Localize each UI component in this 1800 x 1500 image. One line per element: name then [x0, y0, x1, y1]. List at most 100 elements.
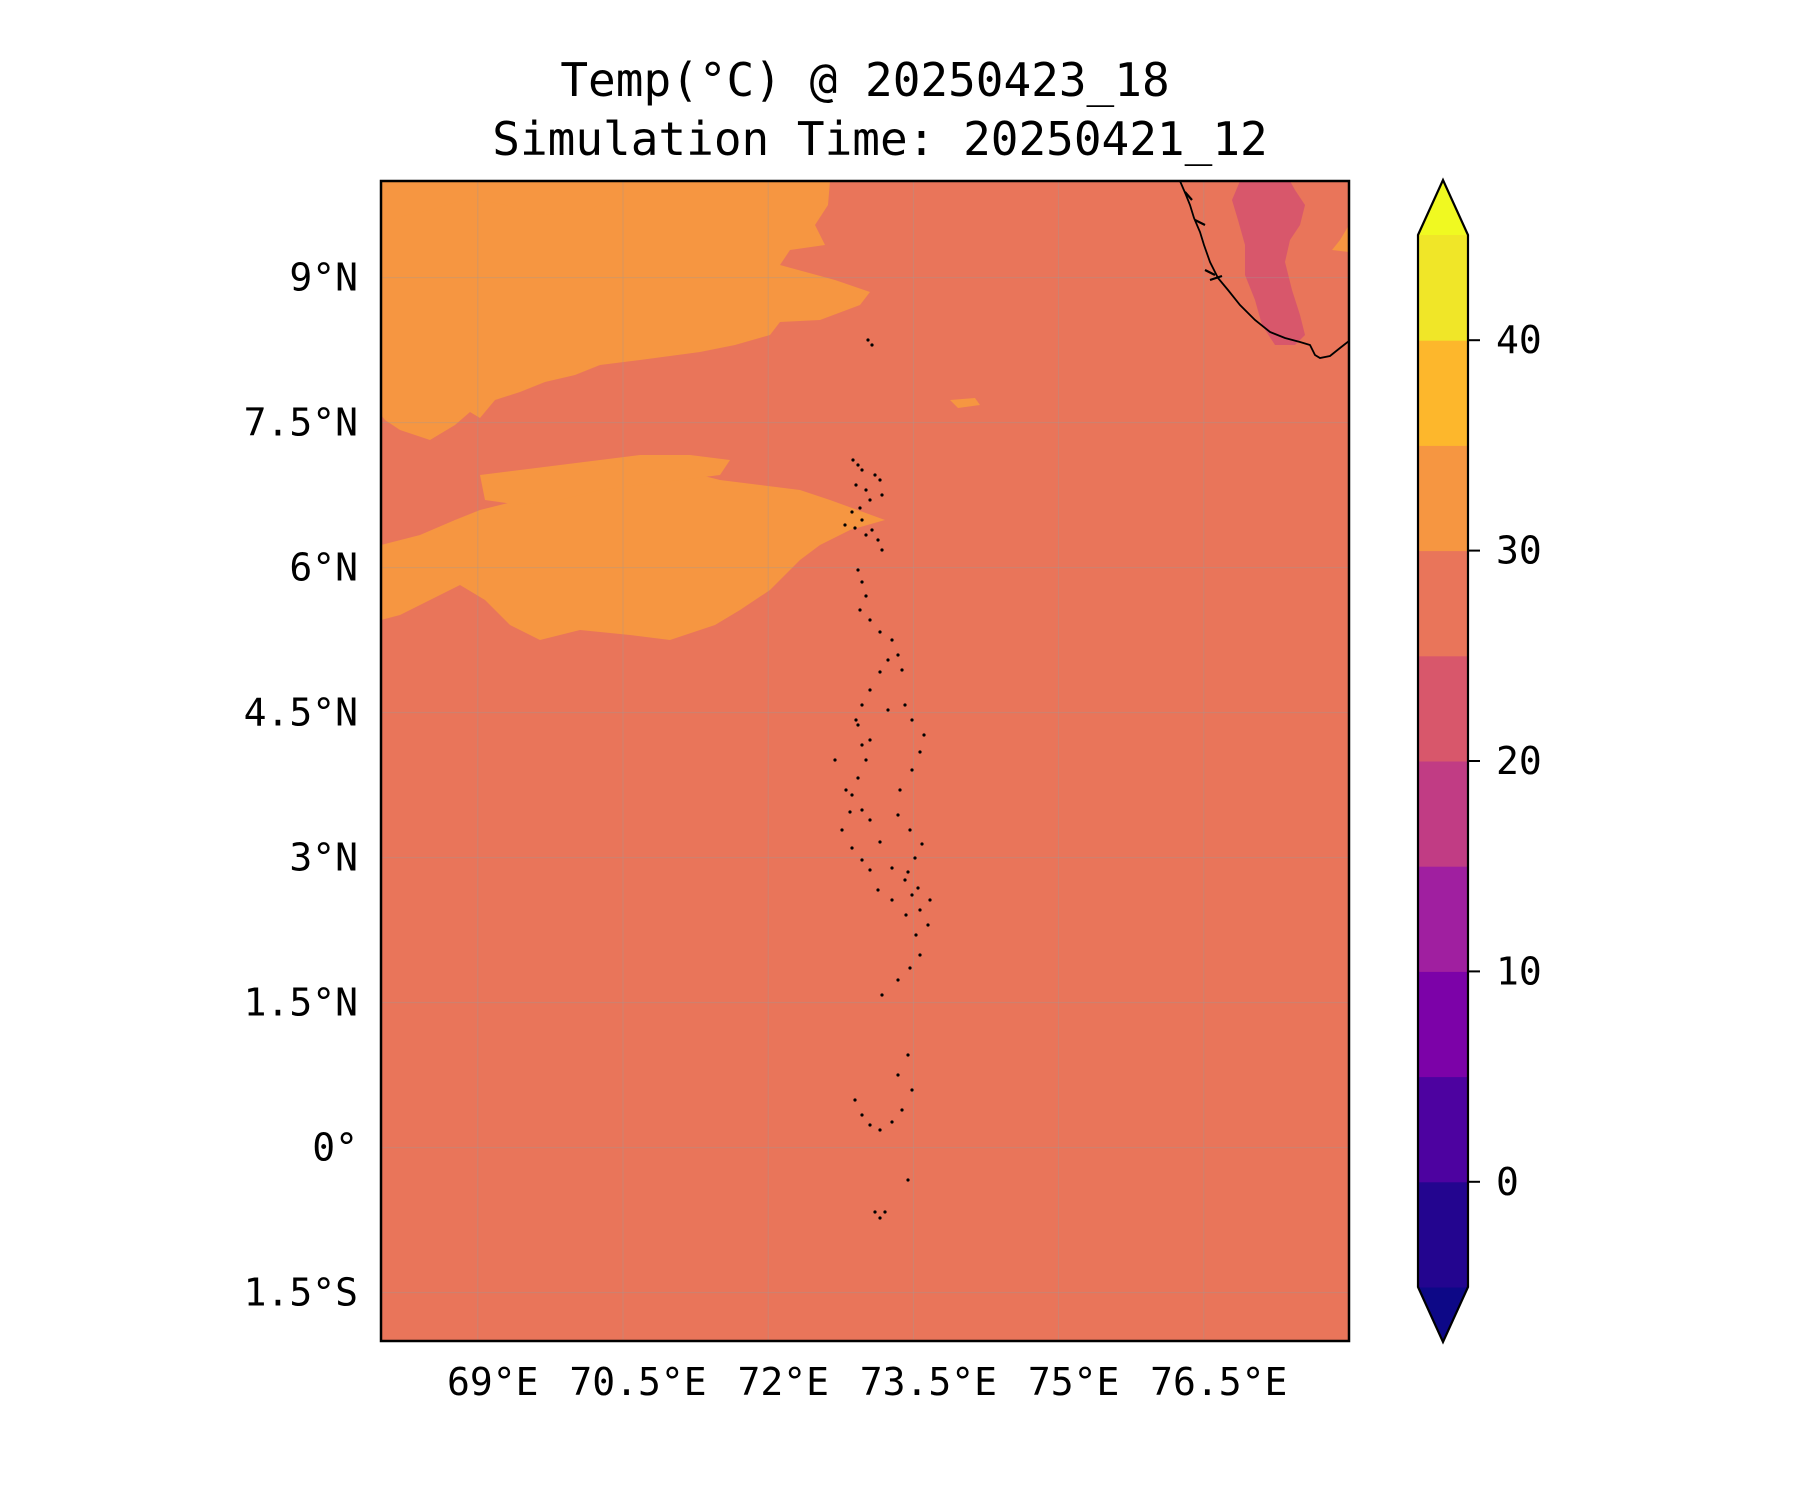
island-dot: [868, 868, 872, 872]
island-dot: [876, 888, 880, 892]
gridlines: [381, 181, 1349, 1341]
plot-title-line1: Temp(°C) @ 20250423_18: [560, 53, 1169, 107]
island-dot: [910, 768, 914, 772]
island-dot: [870, 343, 874, 347]
island-dot: [878, 630, 882, 634]
island-dot: [914, 933, 918, 937]
lat-tick-label: 4.5°N: [244, 691, 358, 735]
island-dot: [868, 1123, 872, 1127]
island-dot: [868, 738, 872, 742]
colorbar-level: [1418, 761, 1468, 867]
island-dot: [856, 463, 860, 467]
colorbar-level: [1418, 655, 1468, 762]
colorbar-level: [1418, 971, 1468, 1078]
island-dot: [854, 718, 858, 722]
lon-tick-label: 70.5°E: [569, 1360, 706, 1404]
island-dot: [906, 870, 910, 874]
island-dot: [900, 668, 904, 672]
lat-tick-label: 6°N: [289, 546, 358, 590]
island-dot: [864, 758, 868, 762]
island-dot: [918, 953, 922, 957]
island-dot: [858, 506, 862, 510]
island-dot: [864, 488, 868, 492]
colorbar-tick-label: 20: [1496, 739, 1542, 783]
island-dot: [878, 478, 882, 482]
island-dot: [860, 518, 864, 522]
island-dot: [910, 893, 914, 897]
warm-region-midnorth: [480, 455, 730, 505]
colorbar-level: [1418, 866, 1468, 972]
island-dot: [878, 1216, 882, 1220]
colorbar-outline: [1416, 177, 1470, 1345]
island-dot: [904, 913, 908, 917]
warm-region-east-edge: [1332, 225, 1349, 252]
plot-title-line2: Simulation Time: 20250421_12: [492, 112, 1267, 166]
island-dot: [903, 878, 907, 882]
island-dot: [854, 483, 858, 487]
island-dot: [860, 808, 864, 812]
island-dot: [880, 993, 884, 997]
island-dot: [858, 608, 862, 612]
island-dot: [883, 1210, 887, 1214]
island-dot: [853, 526, 857, 530]
island-dot: [928, 898, 932, 902]
island-dot: [833, 758, 837, 762]
island-dot: [880, 548, 884, 552]
island-dot: [886, 708, 890, 712]
island-dot: [906, 1053, 910, 1057]
lat-tick-label: 1.5°S: [244, 1271, 358, 1315]
lon-tick-label: 69°E: [447, 1360, 539, 1404]
island-dot: [880, 493, 884, 497]
island-dot: [856, 776, 860, 780]
island-dot: [864, 594, 868, 598]
island-dot: [870, 528, 874, 532]
island-dot: [850, 846, 854, 850]
island-dot: [873, 1210, 877, 1214]
warm-region-north: [381, 181, 870, 440]
map-panel: [381, 181, 1349, 1341]
island-dot: [918, 908, 922, 912]
island-dot: [896, 813, 900, 817]
colorbar-tick-label: 40: [1496, 318, 1542, 362]
island-dot: [896, 978, 900, 982]
island-dot: [856, 723, 860, 727]
island-dot: [918, 750, 922, 754]
island-dot: [900, 1108, 904, 1112]
island-dot: [920, 842, 924, 846]
colorbar-tick-label: 30: [1496, 529, 1542, 573]
island-dot: [910, 1088, 914, 1092]
island-dot: [844, 788, 848, 792]
island-dot: [851, 458, 855, 462]
lat-tick-label: 9°N: [289, 256, 358, 300]
island-dot: [840, 828, 844, 832]
lon-tick-label: 76.5°E: [1150, 1360, 1287, 1404]
india-coast-islets: [1184, 191, 1223, 282]
longitude-tick-labels: 69°E 70.5°E 72°E 73.5°E 75°E 76.5°E: [447, 1360, 1287, 1404]
island-dot: [868, 498, 872, 502]
island-dot: [860, 1113, 864, 1117]
island-markers: [833, 338, 932, 1220]
island-dot: [916, 886, 920, 890]
island-dot: [890, 638, 894, 642]
island-dot: [864, 533, 868, 537]
colorbar-level: [1418, 235, 1468, 341]
latitude-tick-labels: 9°N 7.5°N 6°N 4.5°N 3°N 1.5°N 0° 1.5°S: [244, 256, 358, 1315]
colorbar-level: [1418, 550, 1468, 657]
island-dot: [853, 1098, 857, 1102]
island-dot: [868, 688, 872, 692]
island-dot: [868, 818, 872, 822]
island-dot: [878, 670, 882, 674]
island-dot: [898, 788, 902, 792]
lat-tick-label: 7.5°N: [244, 401, 358, 445]
lon-tick-label: 73.5°E: [860, 1360, 997, 1404]
lat-tick-label: 3°N: [289, 836, 358, 880]
colorbar-over-extension: [1418, 180, 1468, 235]
island-dot: [896, 653, 900, 657]
island-dot: [878, 1128, 882, 1132]
island-dot: [890, 866, 894, 870]
island-dot: [886, 658, 890, 662]
island-dot: [908, 828, 912, 832]
colorbar-tick-label: 0: [1496, 1160, 1519, 1204]
lat-tick-label: 0°: [312, 1126, 358, 1170]
